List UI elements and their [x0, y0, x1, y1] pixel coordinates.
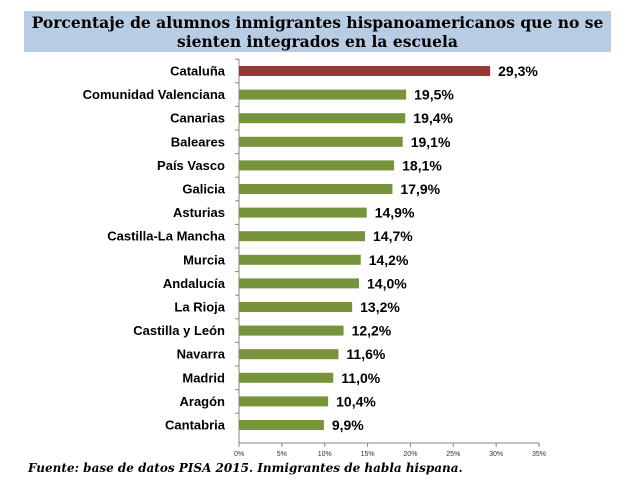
category-label: Comunidad Valenciana	[83, 87, 226, 102]
bar	[239, 278, 359, 289]
bar	[239, 89, 407, 100]
x-tick-label: 10%	[318, 451, 332, 458]
category-label: Andalucía	[163, 276, 226, 291]
bar	[239, 184, 393, 194]
value-label: 11,0%	[341, 370, 380, 386]
x-tick-label: 25%	[446, 451, 460, 458]
x-tick-label: 35%	[532, 451, 546, 458]
category-label: Madrid	[182, 370, 225, 385]
bar	[239, 207, 367, 218]
bar	[239, 420, 324, 430]
value-label: 29,3%	[498, 63, 538, 79]
category-label: Aragón	[180, 394, 226, 409]
bar	[239, 396, 329, 407]
category-label: Baleares	[171, 134, 225, 149]
bar	[239, 231, 365, 242]
value-label: 14,0%	[367, 275, 407, 291]
category-label: Murcia	[183, 252, 226, 267]
bar	[239, 136, 403, 147]
category-label: Navarra	[177, 347, 226, 362]
value-label: 13,2%	[360, 299, 400, 315]
bar	[239, 160, 395, 171]
category-label: Galicia	[182, 182, 225, 197]
x-tick-label: 15%	[361, 451, 375, 458]
value-label: 14,2%	[369, 252, 409, 268]
value-label: 17,9%	[400, 181, 440, 197]
value-label: 19,1%	[411, 134, 451, 150]
x-tick-label: 20%	[403, 451, 417, 458]
source-note: Fuente: base de datos PISA 2015. Inmigra…	[28, 461, 463, 475]
chart-title-text: Porcentaje de alumnos inmigrantes hispan…	[31, 12, 604, 51]
value-label: 11,6%	[346, 346, 385, 362]
bar	[239, 349, 339, 360]
value-label: 14,7%	[373, 228, 413, 244]
value-label: 10,4%	[336, 393, 376, 409]
category-label: La Rioja	[174, 300, 225, 315]
x-tick-label: 5%	[277, 451, 287, 458]
category-label: Castilla y León	[133, 323, 225, 338]
x-tick-label: 30%	[489, 451, 503, 458]
bar	[239, 113, 406, 124]
category-label: Cataluña	[170, 64, 226, 79]
value-label: 12,2%	[352, 323, 392, 339]
category-label: Canarias	[170, 111, 225, 126]
value-label: 19,4%	[413, 110, 453, 126]
bar	[239, 254, 361, 265]
x-tick-label: 0%	[234, 451, 244, 458]
value-label: 19,5%	[414, 87, 454, 103]
bar	[239, 302, 353, 312]
category-label: Asturias	[173, 205, 225, 220]
category-label: Castilla-La Mancha	[107, 229, 226, 244]
category-label: Cantabria	[165, 418, 226, 433]
chart-title: Porcentaje de alumnos inmigrantes hispan…	[24, 11, 611, 52]
bar	[239, 372, 334, 383]
value-label: 14,9%	[375, 205, 415, 221]
value-label: 18,1%	[402, 157, 442, 173]
value-label: 9,9%	[332, 417, 364, 433]
bar	[239, 325, 344, 336]
category-label: País Vasco	[157, 158, 225, 173]
bar	[239, 66, 491, 76]
